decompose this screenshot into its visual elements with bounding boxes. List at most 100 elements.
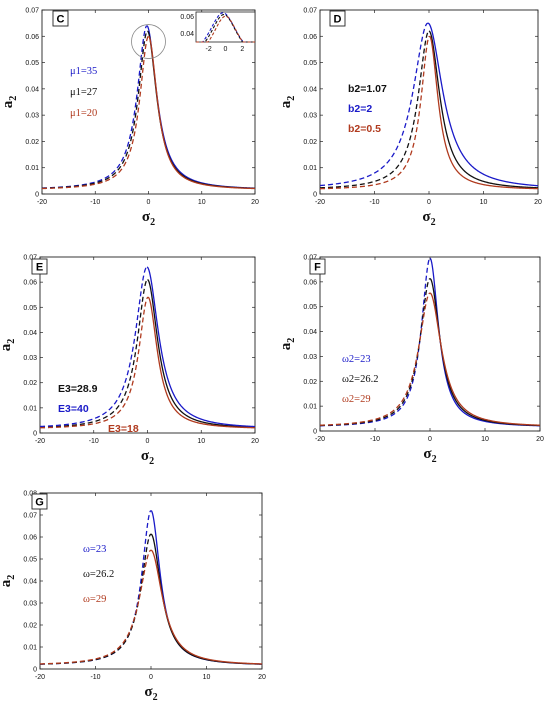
y-tick-label: 0.06: [303, 34, 317, 41]
x-tick-label: -10: [90, 674, 100, 681]
x-tick-label: -20: [37, 199, 47, 206]
x-tick-label: 10: [480, 199, 488, 206]
series-line-dashed: [39, 296, 149, 429]
x-axis-label: σ2: [422, 209, 435, 228]
x-tick-label: 10: [481, 436, 489, 443]
y-tick-label: 0.06: [23, 280, 37, 287]
series-line-dashed: [41, 35, 149, 190]
y-tick-label: 0.04: [303, 329, 317, 336]
inset-plot: 0.04 0.06 -2 0 2: [180, 11, 256, 53]
y-tick-label: 0: [33, 667, 37, 674]
y-tick-label: 0.02: [303, 379, 317, 386]
panel-label: F: [309, 258, 326, 275]
inset-frame: [195, 11, 256, 43]
x-tick-label: 0: [149, 674, 153, 681]
panel-label: C: [52, 10, 69, 27]
inset-x-tick-label: 0: [224, 46, 228, 53]
x-axis-label: σ2: [141, 448, 154, 467]
panel-label: D: [329, 10, 346, 27]
x-tick-label: -20: [35, 674, 45, 681]
inset-series-line: [196, 15, 255, 43]
chart-panel-D: 0 0.01 0.02 0.03 0.04 0.05 0.06 0.07 -20 -10 0 10 20…: [278, 8, 542, 229]
legend-entry: b2=2: [348, 103, 372, 115]
y-tick-label: 0.01: [23, 645, 37, 652]
x-tick-label: 20: [251, 438, 259, 445]
y-tick-label: 0.05: [303, 304, 317, 311]
series-line-solid: [429, 292, 541, 426]
y-tick-label: 0.06: [23, 535, 37, 542]
y-axis-label: a2: [278, 96, 297, 109]
y-tick-label: 0.04: [25, 86, 39, 93]
x-tick-label: -10: [370, 436, 380, 443]
y-axis-label: a2: [0, 96, 19, 109]
x-tick-label: 20: [536, 436, 544, 443]
series-line-dashed: [319, 22, 429, 187]
chart-panel-E: 0 0.01 0.02 0.03 0.04 0.05 0.06 0.07 -20 -10 0 10 20…: [0, 255, 259, 468]
legend-entry: E3=18: [108, 423, 139, 435]
panel-letter: F: [314, 262, 321, 274]
plot-frame: [39, 256, 256, 434]
legend-entry: ω=26.2: [83, 569, 114, 580]
series-line-dashed: [39, 549, 152, 665]
legend-entry: ω=29: [83, 594, 106, 605]
y-axis-label: a2: [0, 339, 17, 352]
x-tick-label: 0: [147, 199, 151, 206]
chart-panel-C: 00.010.020.030.040.050.060.07-20 -10 0 10 20…: [0, 8, 259, 229]
inset-x-tick-label: 2: [240, 46, 244, 53]
y-tick-label: 0.01: [25, 165, 39, 172]
x-tick-label: -10: [89, 438, 99, 445]
y-tick-label: 0.01: [23, 405, 37, 412]
inset-y-tick-label: 0.06: [180, 14, 194, 21]
series-line-solid: [428, 30, 539, 189]
legend-entry: μ1=35: [70, 66, 97, 77]
y-tick-label: 0.04: [303, 86, 317, 93]
chart-panel-G: 0 0.01 0.02 0.03 0.04 0.05 0.06 0.07 0.08 -20 -10 0…: [0, 491, 266, 704]
legend-entry: E3=28.9: [58, 383, 98, 395]
legend-entry: ω2=29: [342, 394, 371, 405]
inset-y-tick-label: 0.04: [180, 31, 194, 38]
y-tick-label: 0.07: [303, 255, 317, 262]
series-line-solid: [147, 279, 256, 428]
y-tick-label: 0.05: [23, 557, 37, 564]
x-tick-label: 20: [251, 199, 259, 206]
series-line-dashed: [39, 279, 148, 428]
y-tick-label: 0.07: [23, 255, 37, 262]
y-tick-label: 0.04: [23, 579, 37, 586]
inset-x-tick-label: -2: [206, 46, 212, 53]
x-axis-label: σ2: [423, 446, 436, 465]
zoom-circle: [131, 24, 166, 59]
x-axis-label: σ2: [142, 209, 155, 228]
x-tick-label: -20: [315, 199, 325, 206]
y-tick-label: 0.03: [303, 354, 317, 361]
y-tick-label: 0.03: [303, 113, 317, 120]
panel-label: E: [31, 258, 48, 275]
y-tick-label: 0.08: [23, 491, 37, 498]
series-line-solid: [147, 296, 256, 429]
x-tick-label: 10: [198, 199, 206, 206]
y-tick-label: 0.07: [23, 513, 37, 520]
legend-entry: ω=23: [83, 544, 106, 555]
y-axis-label: a2: [0, 575, 17, 588]
series-line-dashed: [319, 292, 431, 426]
x-tick-label: -10: [369, 199, 379, 206]
y-axis-label: a2: [278, 338, 297, 351]
y-tick-label: 0.04: [23, 330, 37, 337]
y-tick-label: 0: [313, 192, 317, 199]
y-tick-label: 0.01: [303, 165, 317, 172]
chart-panel-F: 0 0.01 0.02 0.03 0.04 0.05 0.06 0.07 -20 -10 0 10 20…: [278, 255, 544, 466]
y-tick-label: 0.02: [25, 139, 39, 146]
x-tick-label: 0: [146, 438, 150, 445]
series-line-solid: [148, 35, 256, 190]
series-line-dashed: [319, 30, 430, 189]
y-tick-label: 0.06: [303, 279, 317, 286]
x-tick-label: 0: [427, 199, 431, 206]
legend-entry: ω2=26.2: [342, 374, 378, 385]
legend-entry: μ1=27: [70, 87, 97, 98]
plot-frame: [39, 492, 263, 670]
legend-entry: E3=40: [58, 403, 89, 415]
x-tick-label: -10: [90, 199, 100, 206]
y-tick-label: 0.01: [303, 404, 317, 411]
y-tick-label: 0.03: [23, 601, 37, 608]
y-tick-label: 0.05: [303, 60, 317, 67]
